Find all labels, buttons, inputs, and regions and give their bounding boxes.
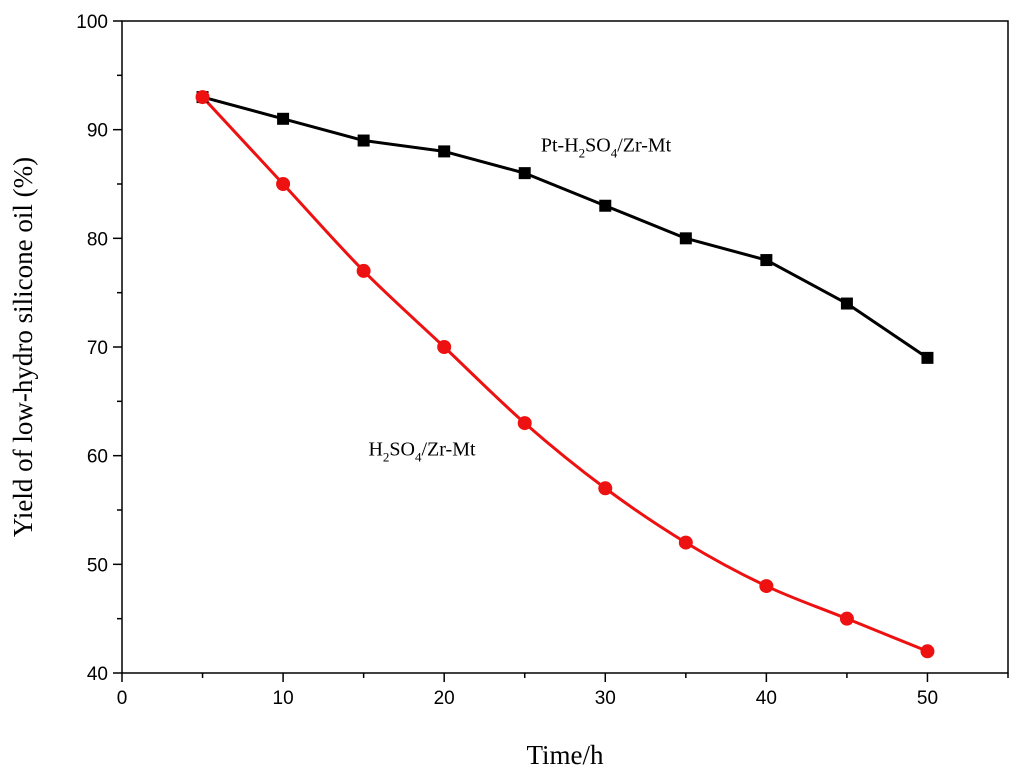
tick-labels: 0 10 20 30 40 50 40 50 60 70 80 90 100 — [76, 12, 938, 709]
x-tick-label: 10 — [273, 688, 294, 709]
x-tick-label: 20 — [434, 688, 455, 709]
series-labels: Pt-H2SO4/Zr-Mt H2SO4/Zr-Mt — [368, 134, 671, 464]
data-point-h2so4-zr-mt — [276, 177, 291, 191]
data-point-pt-h2so4-zr-mt — [518, 167, 531, 180]
data-point-pt-h2so4-zr-mt — [357, 134, 370, 147]
data-point-h2so4-zr-mt — [678, 535, 693, 550]
data-point-h2so4-zr-mt — [598, 481, 613, 496]
data-point-h2so4-zr-mt — [437, 340, 452, 354]
x-tick-label: 40 — [756, 688, 777, 709]
y-tick-label: 70 — [87, 338, 108, 359]
data-point-h2so4-zr-mt — [517, 416, 532, 431]
y-axis-title: Yield of low-hydro silicone oil (%) — [8, 157, 38, 537]
data-point-pt-h2so4-zr-mt — [277, 112, 290, 125]
y-tick-label: 90 — [87, 121, 108, 142]
series-line-pt-h2so4-zr-mt — [202, 95, 929, 360]
data-point-h2so4-zr-mt — [920, 644, 935, 659]
y-tick-label: 40 — [87, 664, 108, 685]
data-point-pt-h2so4-zr-mt — [921, 351, 934, 364]
series-label-pt-h2so4-zr-mt: Pt-H2SO4/Zr-Mt — [541, 134, 672, 160]
axis-ticks — [113, 20, 1009, 682]
series-markers — [195, 90, 935, 659]
x-tick-label: 0 — [117, 688, 128, 709]
x-tick-label: 50 — [917, 688, 938, 709]
series-line-h2so4-zr-mt — [201, 96, 929, 653]
data-point-h2so4-zr-mt — [356, 263, 371, 278]
plot-frame — [121, 20, 1009, 674]
data-point-pt-h2so4-zr-mt — [760, 254, 773, 267]
data-point-h2so4-zr-mt — [839, 611, 854, 626]
data-point-pt-h2so4-zr-mt — [599, 199, 612, 212]
data-point-pt-h2so4-zr-mt — [840, 297, 853, 310]
y-tick-label: 100 — [76, 12, 108, 33]
y-tick-label: 60 — [87, 447, 108, 468]
series-lines — [201, 95, 929, 653]
y-tick-label: 80 — [87, 229, 108, 250]
x-tick-label: 30 — [595, 688, 616, 709]
y-tick-label: 50 — [87, 555, 108, 576]
data-point-pt-h2so4-zr-mt — [679, 232, 692, 245]
x-axis-title: Time/h — [526, 740, 604, 770]
data-point-h2so4-zr-mt — [195, 90, 210, 105]
data-point-pt-h2so4-zr-mt — [438, 145, 451, 158]
series-label-h2so4-zr-mt: H2SO4/Zr-Mt — [368, 439, 476, 465]
data-point-h2so4-zr-mt — [759, 579, 774, 594]
